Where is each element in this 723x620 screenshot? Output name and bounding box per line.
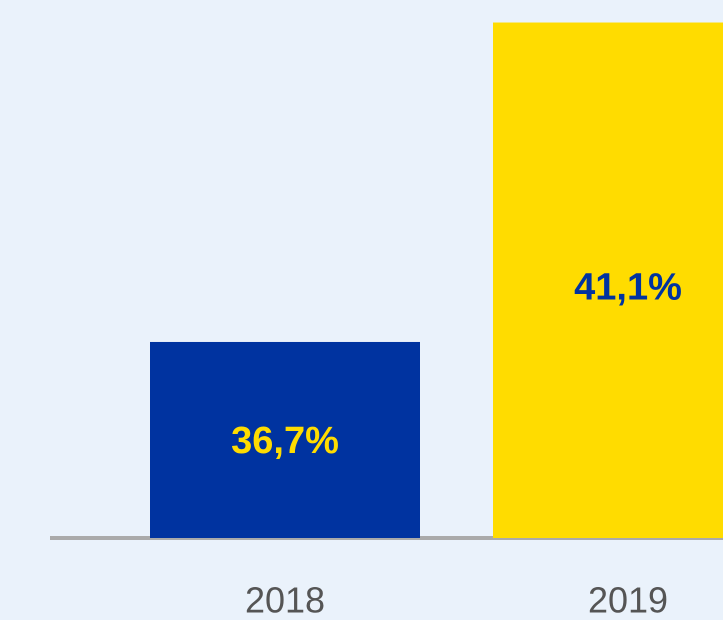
bar — [493, 22, 723, 538]
x-tick-label: 2018 — [245, 580, 325, 620]
x-tick-label: 2019 — [588, 580, 668, 620]
value-label: 41,1% — [574, 267, 682, 309]
value-label: 36,7% — [231, 420, 339, 462]
bar — [150, 341, 420, 538]
